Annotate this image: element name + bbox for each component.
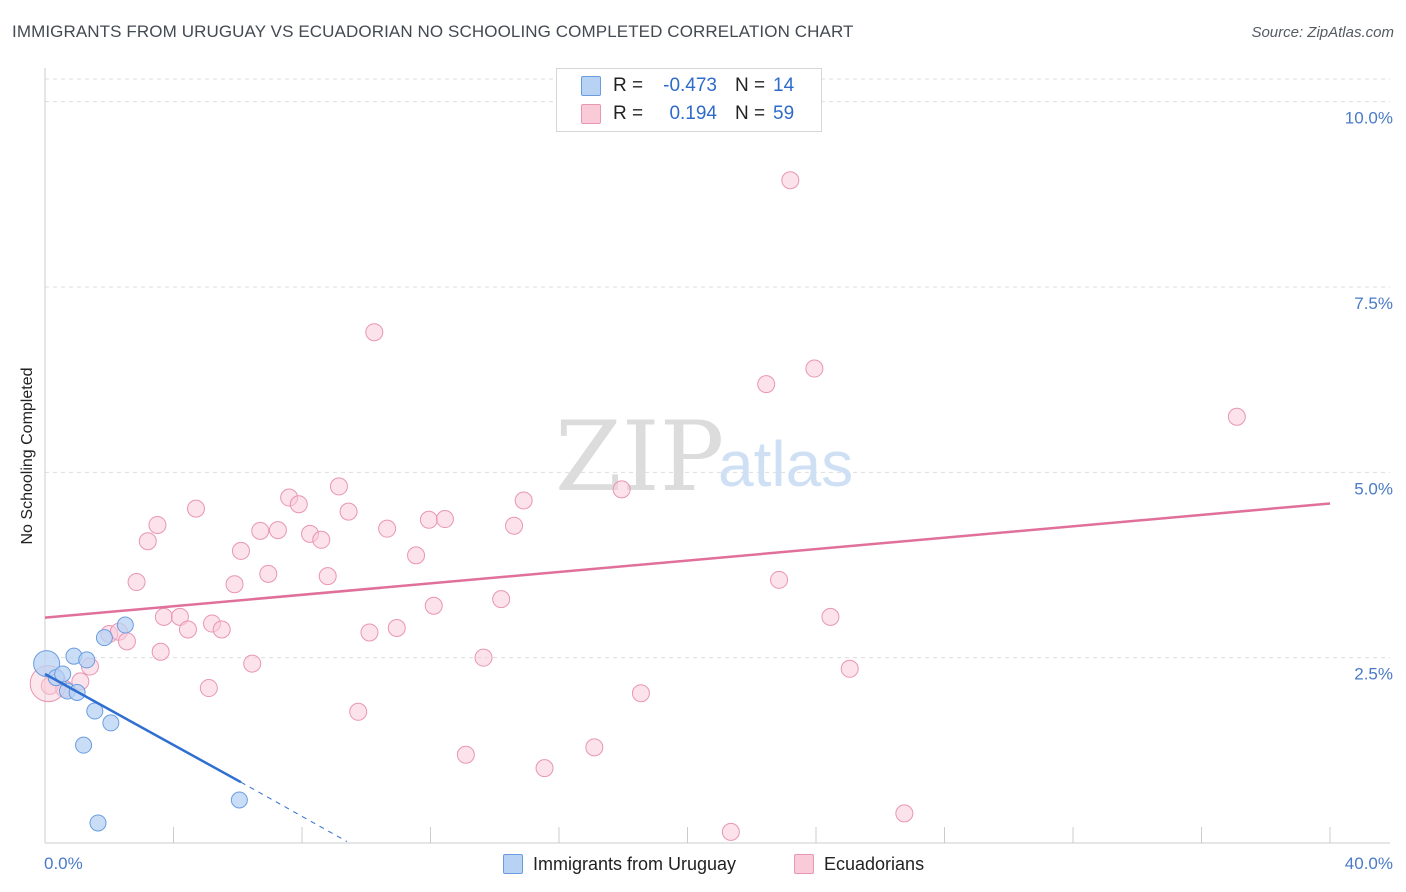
- ecuadorians-point: [474, 648, 493, 667]
- ecuadorians-point: [407, 546, 426, 565]
- uruguay-point: [95, 629, 113, 647]
- ecuadorians-point: [585, 738, 604, 757]
- ecuadorians-point: [251, 521, 270, 540]
- ecuadorians-point: [821, 607, 840, 626]
- ecuadorians-point: [505, 516, 524, 535]
- ecuadorians-point: [186, 499, 205, 518]
- watermark: ZIP atlas: [555, 401, 853, 513]
- r-value: 0.194: [669, 103, 717, 124]
- r-label: R =: [613, 103, 644, 124]
- watermark-atlas: atlas: [718, 428, 853, 500]
- ecuadorians-point: [360, 623, 379, 642]
- ecuadorians-point: [225, 575, 244, 594]
- ecuadorians-point: [268, 521, 287, 540]
- chart-title: IMMIGRANTS FROM URUGUAY VS ECUADORIAN NO…: [12, 22, 854, 41]
- uruguay-point: [86, 702, 104, 720]
- ecuadorians-point: [231, 541, 250, 560]
- watermark-zip: ZIP: [555, 401, 724, 513]
- n-label: N =: [735, 103, 766, 124]
- uruguay-trend-extension: [240, 781, 348, 842]
- ecuadorians-point: [117, 632, 136, 651]
- ecuadorians-legend-label: Ecuadorians: [824, 853, 925, 874]
- r-label: R =: [613, 75, 644, 96]
- ecuadorians-point: [178, 620, 197, 639]
- ecuadorians-point: [259, 564, 278, 583]
- ecuadorians-point: [387, 619, 406, 638]
- uruguay-point: [89, 814, 107, 832]
- ecuadorians-point: [365, 323, 384, 342]
- ecuadorians-point: [419, 510, 438, 529]
- legend-item-ecuadorians[interactable]: Ecuadorians: [794, 852, 924, 876]
- ecuadorians-point: [329, 477, 348, 496]
- ecuadorians-legend-swatch: [794, 854, 814, 874]
- y-tick-label: 5.0%: [1354, 479, 1393, 498]
- ecuadorians-point: [138, 532, 157, 551]
- ecuadorians-point: [612, 480, 631, 499]
- grid-lines: [45, 78, 1390, 659]
- uruguay-legend-swatch: [503, 854, 523, 874]
- ecuadorians-point: [339, 502, 358, 521]
- ecuadorians-point: [895, 804, 914, 823]
- ecuadorians-point: [378, 519, 397, 538]
- y-tick-label: 2.5%: [1354, 665, 1393, 684]
- ecuadorians-point: [1227, 407, 1246, 426]
- uruguay-point: [75, 736, 93, 754]
- ecuadorians-point: [243, 654, 262, 673]
- trend-lines: [44, 502, 1331, 842]
- uruguay-point: [230, 791, 248, 809]
- tick-labels: 2.5% 5.0% 7.5% 10.0% 0.0% 40.0%: [44, 109, 1393, 873]
- uruguay-legend-label: Immigrants from Uruguay: [533, 853, 737, 874]
- ecuadorians-point: [318, 567, 337, 586]
- ecuadorians-point: [456, 745, 475, 764]
- ecuadorians-point: [757, 375, 776, 394]
- ecuadorians-point: [151, 642, 170, 661]
- ecuadorians-point: [127, 573, 146, 592]
- ecuadorians-point: [289, 495, 308, 514]
- x-tick-label: 40.0%: [1345, 854, 1393, 873]
- axes: [44, 68, 1390, 844]
- ecuadorians-point: [312, 530, 331, 549]
- ecuadorians-point: [154, 607, 173, 626]
- ecuadorians-point: [535, 759, 554, 778]
- ecuadorians-point: [805, 359, 824, 378]
- ecuadorians-point: [349, 702, 368, 721]
- legend-row-uruguay: R = -0.473 N = 14: [581, 74, 794, 98]
- r-value: -0.473: [663, 75, 717, 96]
- uruguay-trend-line: [44, 672, 242, 784]
- n-value: 14: [773, 75, 795, 96]
- ecuadorians-point: [199, 679, 218, 698]
- ecuadorians-point: [631, 684, 650, 703]
- ecuadorians-swatch: [581, 104, 601, 124]
- correlation-legend: R = -0.473 N = 14 R = 0.194 N = 59: [556, 68, 822, 132]
- ecuadorians-trend-line: [44, 502, 1331, 619]
- ecuadorians-point: [170, 607, 189, 626]
- uruguay-point: [78, 651, 96, 669]
- y-tick-label: 10.0%: [1345, 109, 1393, 128]
- uruguay-points: [33, 616, 248, 832]
- n-value: 59: [773, 103, 795, 124]
- ecuadorians-point: [492, 590, 511, 609]
- ecuadorians-point: [840, 659, 859, 678]
- legend-item-uruguay[interactable]: Immigrants from Uruguay: [503, 852, 736, 876]
- uruguay-point: [54, 665, 72, 683]
- ecuadorians-point: [721, 822, 740, 841]
- ecuadorians-point: [424, 596, 443, 615]
- x-tick-label: 0.0%: [44, 854, 83, 873]
- ecuadorians-point: [435, 510, 454, 529]
- ecuadorians-point: [212, 620, 231, 639]
- uruguay-swatch: [581, 76, 601, 96]
- legend-row-ecuadorians: R = 0.194 N = 59: [581, 102, 794, 126]
- ecuadorians-point: [781, 171, 800, 190]
- uruguay-point: [102, 714, 120, 732]
- n-label: N =: [735, 75, 766, 96]
- uruguay-point: [116, 616, 134, 634]
- ecuadorians-point: [770, 570, 789, 589]
- ecuadorians-point: [148, 515, 167, 534]
- source-label: Source: ZipAtlas.com: [1251, 24, 1394, 41]
- ecuadorians-point: [514, 491, 533, 510]
- y-tick-label: 7.5%: [1354, 294, 1393, 313]
